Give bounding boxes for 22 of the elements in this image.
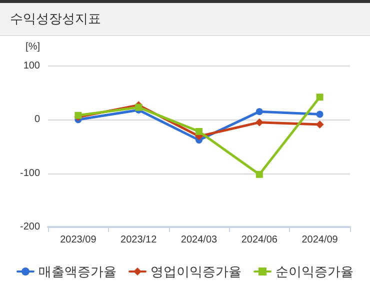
- point: [135, 104, 142, 111]
- chart-title: 수익성장성지표: [0, 3, 370, 36]
- legend-label: 순이익증가율: [276, 264, 354, 279]
- x-tick-label: 2024/03: [180, 234, 218, 246]
- y-tick-label: -100: [20, 168, 40, 179]
- x-tick-label: 2023/12: [120, 234, 158, 246]
- y-axis-title: [%]: [26, 42, 40, 52]
- x-tick-label: 2024/06: [241, 234, 278, 246]
- x-tick-label: 2024/09: [302, 234, 338, 246]
- legend-label: 영업이익증가율: [150, 264, 242, 279]
- x-tick-label: 2023/09: [60, 234, 97, 246]
- y-tick-label: -200: [20, 222, 40, 232]
- point: [255, 118, 264, 126]
- point: [196, 128, 202, 135]
- legend-label: 매출액증가율: [38, 264, 116, 279]
- point: [316, 94, 324, 101]
- point: [316, 110, 324, 118]
- point: [316, 120, 324, 128]
- point: [256, 108, 263, 116]
- point: [256, 170, 263, 178]
- y-tick-label: 0: [34, 114, 40, 126]
- y-tick-label: 100: [23, 60, 40, 72]
